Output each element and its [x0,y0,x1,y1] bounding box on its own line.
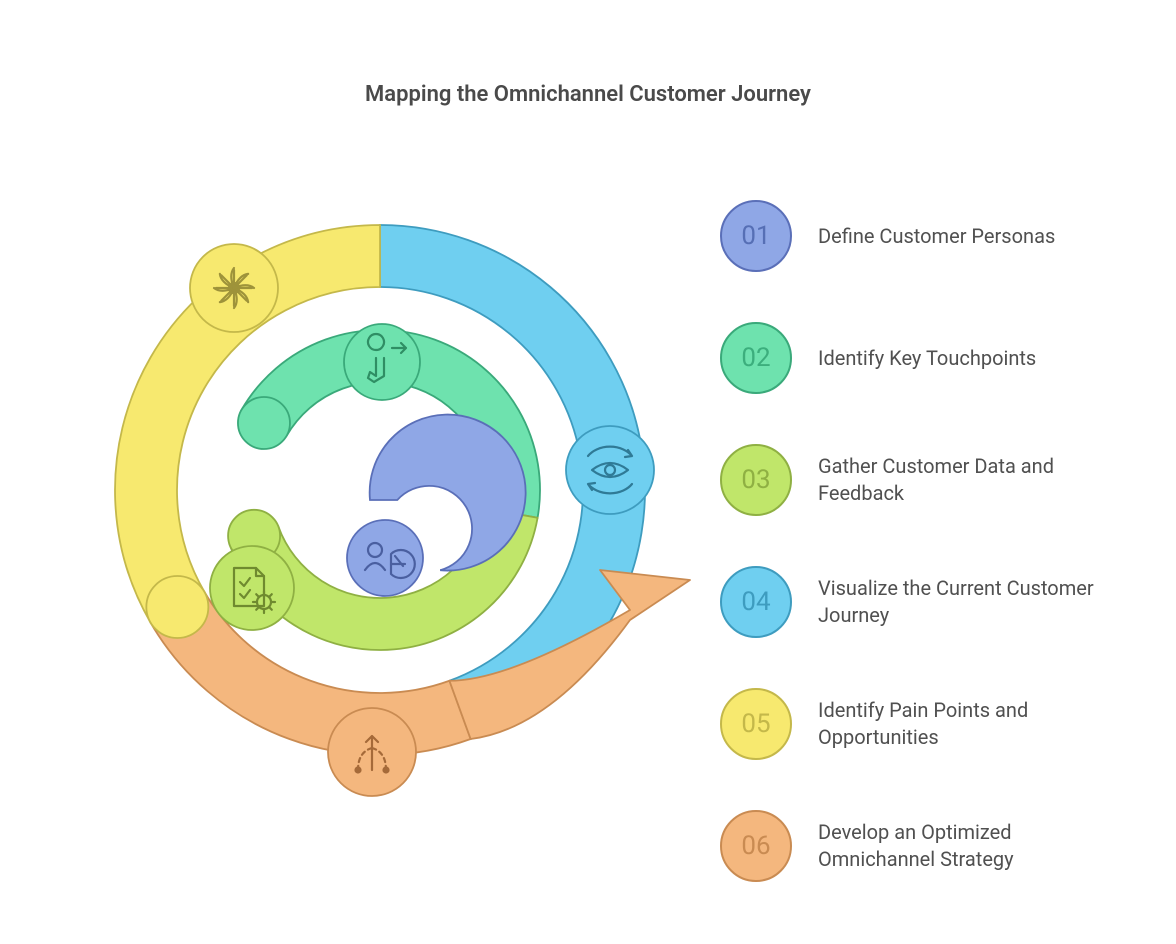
spiral-diagram [80,170,700,870]
legend-item-03: 03 Gather Customer Data and Feedback [720,444,1140,516]
badge-06 [328,708,416,796]
legend-item-06: 06 Develop an Optimized Omnichannel Strat… [720,810,1140,882]
legend-circle-06: 06 [720,810,792,882]
legend-label-02: Identify Key Touchpoints [818,345,1036,372]
mandala-icon [214,268,254,308]
legend-label-06: Develop an Optimized Omnichannel Strateg… [818,819,1118,873]
legend-label-01: Define Customer Personas [818,223,1055,250]
legend-circle-02: 02 [720,322,792,394]
legend: 01 Define Customer Personas 02 Identify Key… [720,200,1140,932]
ring-cap [146,576,208,638]
legend-label-03: Gather Customer Data and Feedback [818,453,1118,507]
ring-cap [238,397,290,449]
badge-01 [347,520,423,596]
legend-item-01: 01 Define Customer Personas [720,200,1140,272]
legend-item-05: 05 Identify Pain Points and Opportunities [720,688,1140,760]
legend-label-04: Visualize the Current Customer Journey [818,575,1118,629]
badge-03 [210,546,294,630]
legend-circle-05: 05 [720,688,792,760]
legend-circle-01: 01 [720,200,792,272]
legend-circle-04: 04 [720,566,792,638]
badge-02 [344,324,420,400]
diagram-title: Mapping the Omnichannel Customer Journey [0,82,1176,107]
legend-label-05: Identify Pain Points and Opportunities [818,697,1118,751]
legend-circle-03: 03 [720,444,792,516]
legend-item-04: 04 Visualize the Current Customer Journey [720,566,1140,638]
badge-04 [566,426,654,514]
legend-item-02: 02 Identify Key Touchpoints [720,322,1140,394]
badge-05 [190,244,278,332]
